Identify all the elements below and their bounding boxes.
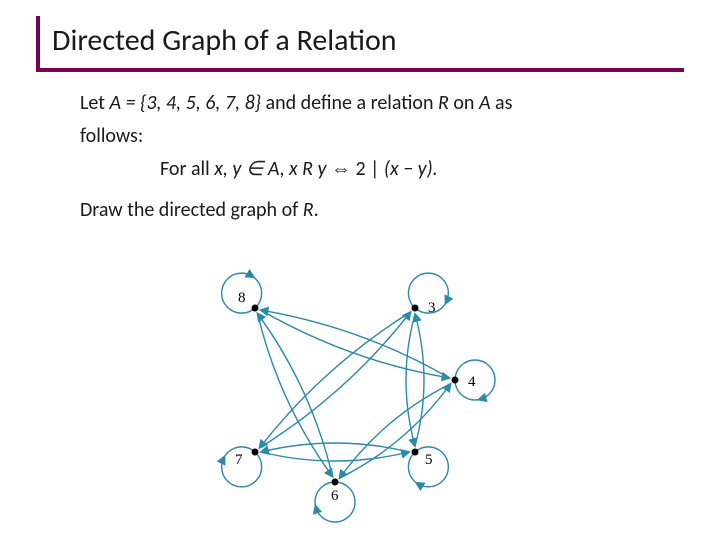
diff: (x − y). — [384, 157, 438, 181]
svg-text:4: 4 — [468, 374, 476, 390]
edges — [222, 273, 495, 522]
text: as — [491, 91, 513, 115]
paragraph-1b: follows: — [80, 123, 660, 150]
text: , — [279, 157, 289, 181]
set-A: A = {3, 4, 5, 6, 7, 8} — [109, 91, 261, 115]
iff: ⇔ 2 | — [326, 157, 383, 181]
paragraph-2: For all x, y ∈ A, x R y ⇔ 2 | (x − y). — [160, 156, 660, 183]
text: Draw the directed graph of — [80, 198, 303, 222]
graph-container: 3 4 5 6 7 8 — [0, 250, 720, 535]
text: and define a relation — [261, 91, 438, 115]
text: Let — [80, 91, 109, 115]
vars-xy: x, y — [214, 157, 241, 181]
var-A: A — [479, 91, 491, 115]
text: For all — [160, 157, 214, 181]
title-bar: Directed Graph of a Relation — [36, 16, 684, 72]
svg-text:7: 7 — [235, 452, 243, 468]
svg-text:6: 6 — [331, 488, 339, 504]
svg-text:5: 5 — [425, 452, 433, 468]
var-R: R — [438, 91, 449, 115]
xRy: x R y — [289, 157, 327, 181]
title-rule-vertical — [36, 16, 40, 72]
text: on — [449, 91, 479, 115]
page-title: Directed Graph of a Relation — [52, 22, 397, 59]
text: . — [314, 198, 319, 222]
paragraph-3: Draw the directed graph of R. — [80, 197, 660, 224]
title-rule-horizontal — [36, 68, 684, 72]
in-A: ∈ A — [241, 157, 279, 181]
body-text: Let A = {3, 4, 5, 6, 7, 8} and define a … — [80, 90, 660, 230]
directed-graph: 3 4 5 6 7 8 — [210, 250, 510, 530]
svg-text:3: 3 — [428, 300, 436, 316]
paragraph-1: Let A = {3, 4, 5, 6, 7, 8} and define a … — [80, 90, 660, 117]
var-R: R — [303, 198, 314, 222]
svg-text:8: 8 — [238, 290, 246, 306]
